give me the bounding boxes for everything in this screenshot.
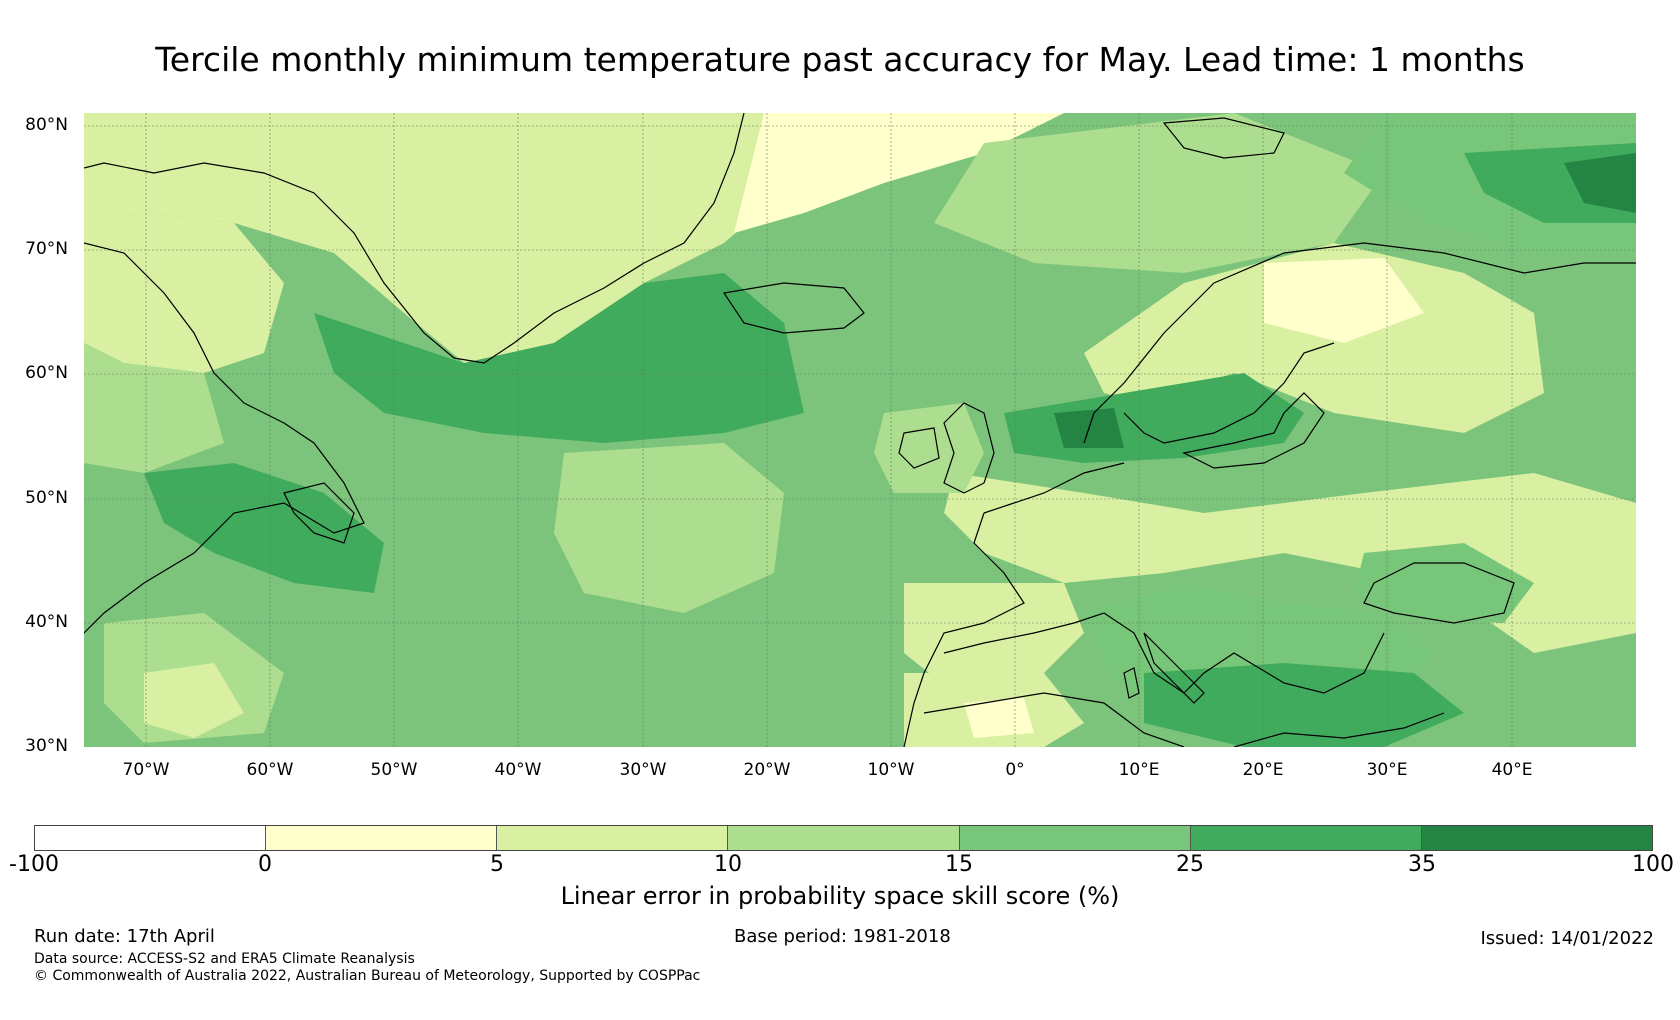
run-date: Run date: 17th April: [34, 926, 215, 947]
colorbar-label: Linear error in probability space skill …: [560, 882, 1120, 910]
lon-label-0: 0°: [1005, 760, 1025, 780]
region-med-dark: [1144, 663, 1464, 747]
lat-label-80n: 80°N: [25, 115, 68, 135]
region-lapland-pale: [1264, 258, 1424, 343]
region-sw-pale: [144, 663, 244, 738]
copyright: © Commonwealth of Australia 2022, Austra…: [34, 968, 701, 984]
lon-label-20w: 20°W: [743, 760, 791, 780]
lat-label-40n: 40°N: [25, 612, 68, 632]
chart-title: Tercile monthly minimum temperature past…: [155, 40, 1525, 79]
lon-label-30w: 30°W: [619, 760, 667, 780]
region-blacksea-mid: [1354, 543, 1534, 623]
lon-label-10e: 10°E: [1118, 760, 1160, 780]
base-period: Base period: 1981-2018: [734, 926, 951, 947]
lon-label-40w: 40°W: [494, 760, 542, 780]
region-labrador-light: [84, 213, 284, 373]
region-labrador-mid: [84, 343, 224, 473]
lon-label-40e: 40°E: [1491, 760, 1533, 780]
colorbar-tick: 5: [490, 852, 504, 877]
colorbar-segment-1: [35, 826, 267, 850]
region-azores-light: [554, 443, 784, 613]
lon-label-10w: 10°W: [867, 760, 915, 780]
region-uk-mid: [874, 403, 984, 493]
region-europe-light: [944, 473, 1636, 653]
colorbar-tick: 15: [945, 852, 973, 877]
colorbar-tick: 0: [258, 852, 272, 877]
colorbar-segment-5: [959, 826, 1191, 850]
skill-score-map: [84, 113, 1636, 747]
colorbar-tick: 25: [1176, 852, 1204, 877]
lon-label-60w: 60°W: [246, 760, 294, 780]
lon-label-20e: 20°E: [1242, 760, 1284, 780]
colorbar-tick: 10: [714, 852, 742, 877]
lon-label-30e: 30°E: [1366, 760, 1408, 780]
region-greenland-light: [84, 113, 864, 363]
lat-label-50n: 50°N: [25, 488, 68, 508]
colorbar-segment-7: [1421, 826, 1652, 850]
region-scandinavia-light: [1084, 243, 1544, 433]
region-barents-darkest: [1564, 153, 1636, 213]
lat-label-60n: 60°N: [25, 363, 68, 383]
colorbar-tick: 100: [1632, 852, 1674, 877]
region-iberia-light: [904, 583, 1084, 693]
graticule: [84, 113, 1636, 747]
map-canvas: [84, 113, 1636, 747]
lat-label-30n: 30°N: [25, 736, 68, 756]
issued-date: Issued: 14/01/2022: [1480, 928, 1654, 949]
lat-label-70n: 70°N: [25, 239, 68, 259]
colorbar-segment-4: [728, 826, 960, 850]
region-natlantic-dark: [314, 273, 804, 443]
colorbar-segment-3: [497, 826, 729, 850]
region-newfoundland-dark: [144, 463, 384, 593]
colorbar: [34, 825, 1653, 851]
colorbar-segment-6: [1190, 826, 1422, 850]
colorbar-tick: -100: [9, 852, 59, 877]
data-source: Data source: ACCESS-S2 and ERA5 Climate …: [34, 951, 415, 967]
region-arctic-pale: [734, 113, 1064, 233]
colorbar-segment-2: [266, 826, 498, 850]
region-nafrica-white: [964, 698, 1034, 738]
lon-label-70w: 70°W: [122, 760, 170, 780]
coastlines: [84, 113, 1636, 747]
colorbar-tick: 35: [1408, 852, 1436, 877]
lon-label-50w: 50°W: [370, 760, 418, 780]
